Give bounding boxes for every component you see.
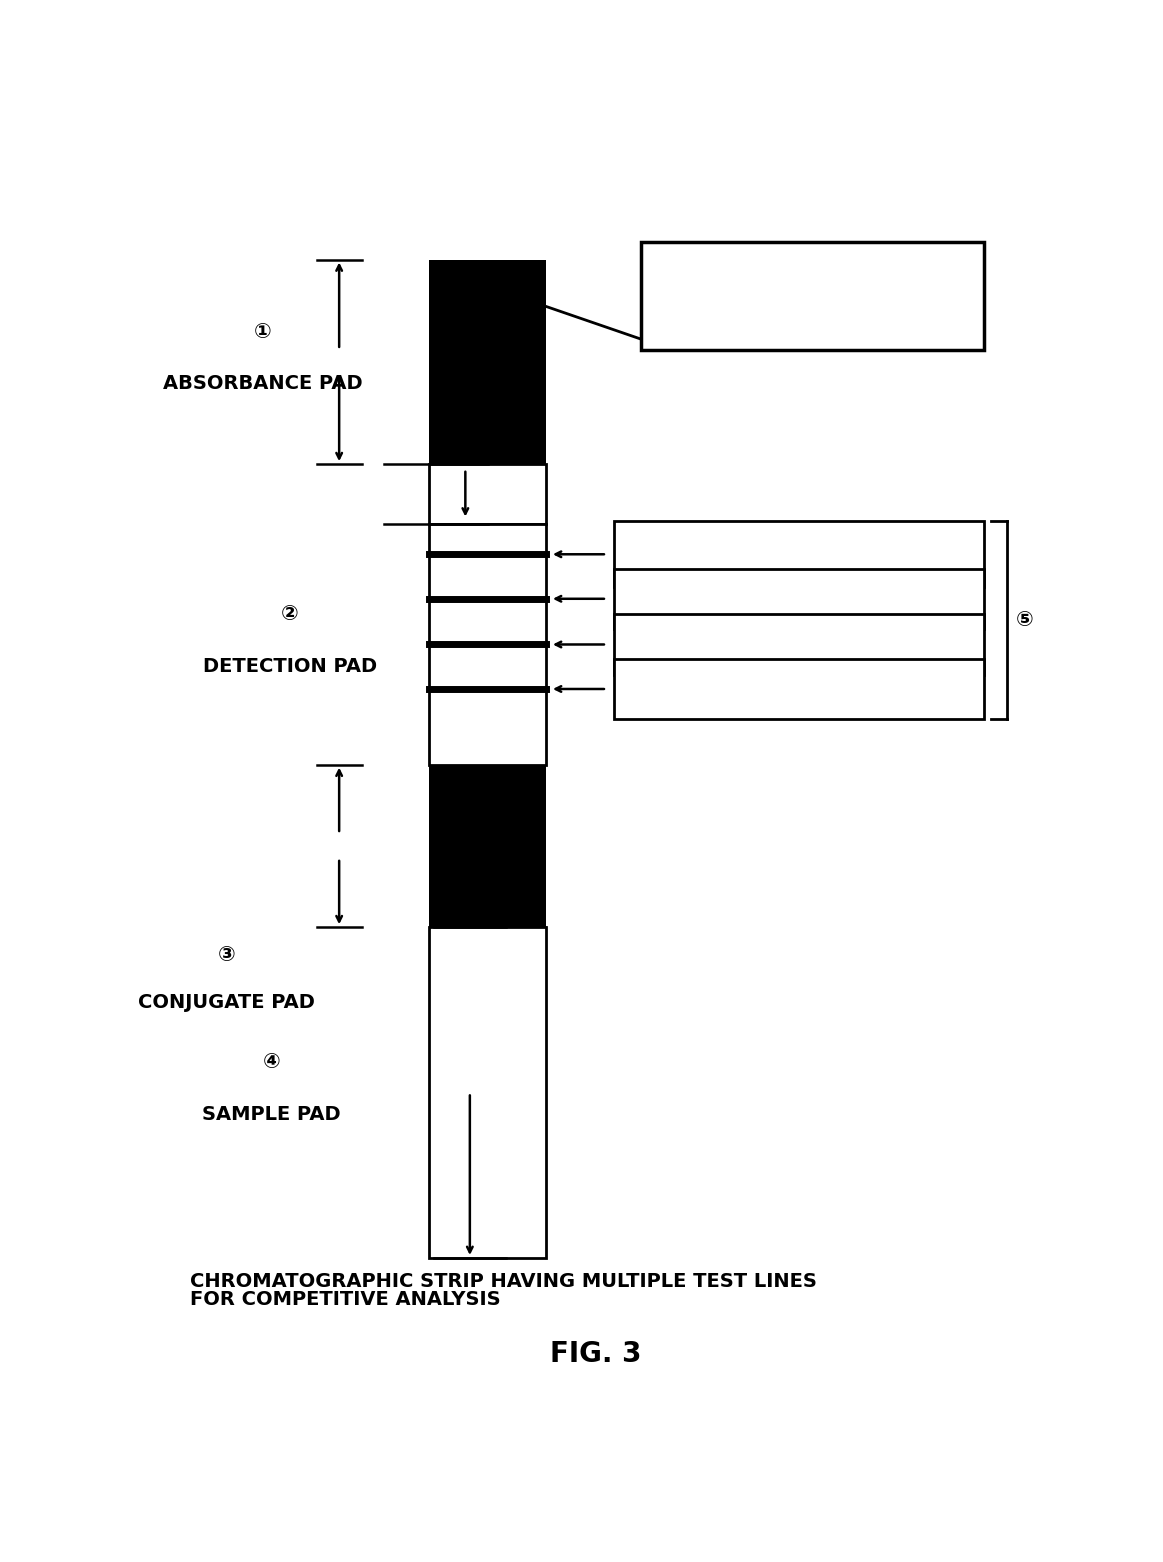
Bar	[429, 464, 547, 525]
Text: ⑦: ⑦	[664, 272, 682, 291]
Text: ⑤: ⑤	[1016, 611, 1034, 629]
Text: ②: ②	[280, 604, 299, 625]
Text: CHROMATOGRAPHIC STRIP HAVING MULTIPLE TEST LINES: CHROMATOGRAPHIC STRIP HAVING MULTIPLE TE…	[191, 1273, 818, 1292]
Bar	[614, 614, 984, 675]
Bar	[429, 928, 547, 1257]
Text: TEST LINE 3: TEST LINE 3	[734, 589, 864, 608]
Text: FOR COMPETITIVE ANALYSIS: FOR COMPETITIVE ANALYSIS	[191, 1290, 501, 1309]
Text: TEST LINE 1: TEST LINE 1	[734, 679, 864, 698]
Text: CONJUGATE PAD: CONJUGATE PAD	[138, 993, 315, 1012]
Bar	[429, 525, 547, 765]
Text: ④: ④	[263, 1053, 280, 1073]
Text: TEST LINE 2: TEST LINE 2	[734, 636, 864, 654]
Bar	[614, 569, 984, 629]
Text: ⑥: ⑥	[633, 540, 650, 561]
Bar	[429, 259, 547, 1257]
Bar	[641, 242, 984, 350]
Bar	[614, 659, 984, 719]
Bar	[614, 522, 984, 587]
Text: POLYMERIC: POLYMERIC	[727, 272, 850, 291]
Bar	[429, 765, 547, 928]
Text: CONTROL LINE: CONTROL LINE	[695, 540, 856, 561]
Text: ABSORBANCE PAD: ABSORBANCE PAD	[163, 373, 363, 394]
Text: ③: ③	[217, 945, 235, 965]
Text: SUPPORT: SUPPORT	[727, 312, 829, 331]
Text: ①: ①	[254, 322, 271, 342]
Text: DETECTION PAD: DETECTION PAD	[202, 656, 377, 676]
Text: SAMPLE PAD: SAMPLE PAD	[202, 1104, 341, 1123]
Text: FIG. 3: FIG. 3	[550, 1340, 642, 1368]
Bar	[429, 259, 547, 464]
